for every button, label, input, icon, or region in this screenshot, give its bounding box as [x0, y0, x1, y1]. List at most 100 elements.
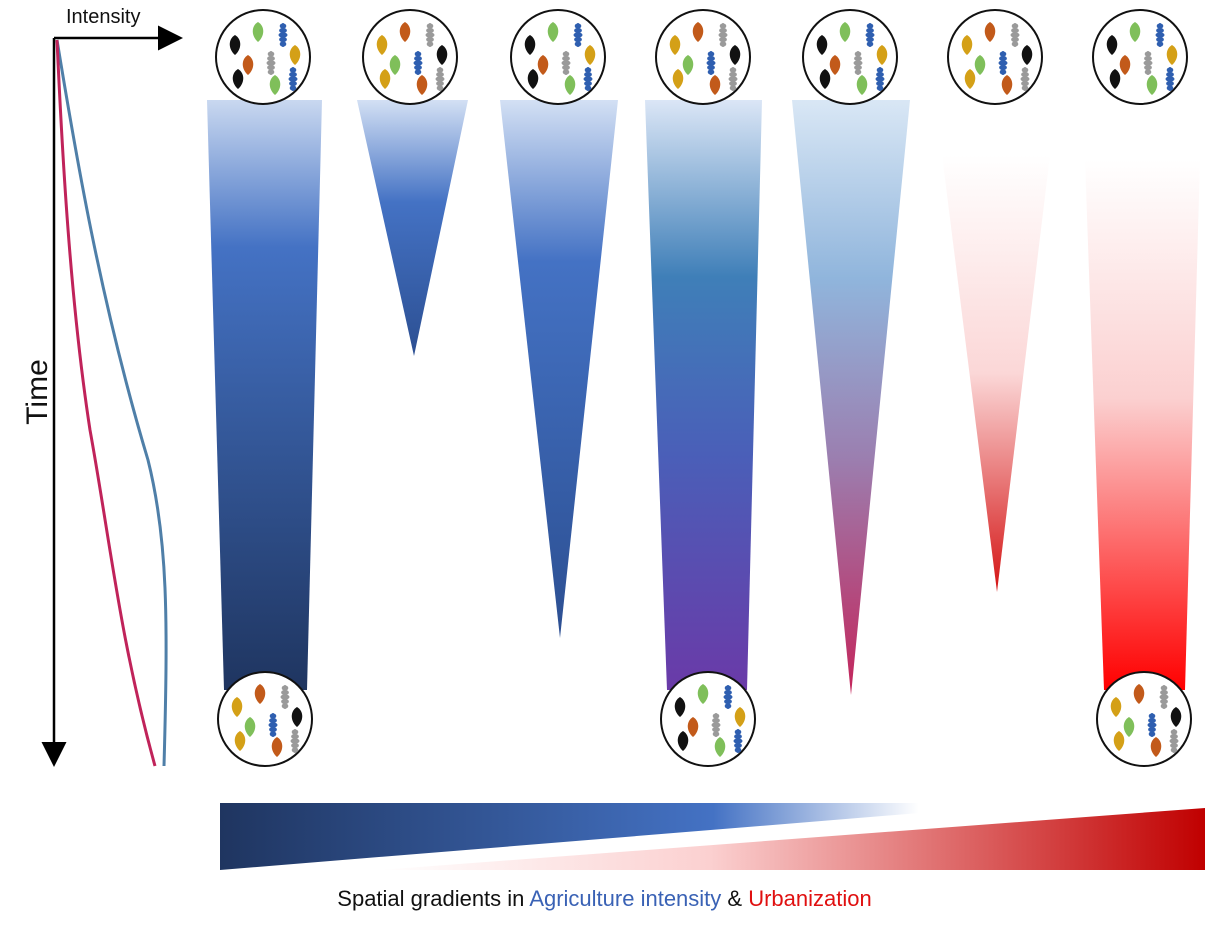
- plant-silhouette-icon: [669, 35, 681, 55]
- plant-silhouette-icon: [436, 45, 448, 65]
- plant-silhouette-icon: [242, 55, 254, 75]
- plant-community-icon: [362, 9, 458, 105]
- plant-spike-icon: [718, 23, 728, 47]
- plant-spike-icon: [733, 729, 743, 753]
- plant-silhouette-icon: [672, 69, 684, 89]
- trajectory-wedge-7: [1085, 160, 1200, 690]
- caption-prefix: Spatial gradients in: [337, 886, 530, 911]
- plant-silhouette-icon: [1129, 22, 1141, 42]
- plant-silhouette-icon: [289, 45, 301, 65]
- plant-silhouette-icon: [537, 55, 549, 75]
- trajectory-wedge-6: [942, 155, 1050, 592]
- plant-silhouette-icon: [1150, 737, 1162, 757]
- plant-silhouette-icon: [271, 737, 283, 757]
- plant-community-icon: [510, 9, 606, 105]
- plant-spike-icon: [1155, 23, 1165, 47]
- plant-silhouette-icon: [1123, 717, 1135, 737]
- plant-spike-icon: [573, 23, 583, 47]
- plant-silhouette-icon: [547, 22, 559, 42]
- plant-silhouette-icon: [584, 45, 596, 65]
- plant-silhouette-icon: [269, 75, 281, 95]
- plant-spike-icon: [1165, 67, 1175, 91]
- trajectory-wedge-2: [357, 100, 468, 356]
- y-axis-label: Time: [21, 359, 54, 425]
- plant-spike-icon: [865, 23, 875, 47]
- plant-silhouette-icon: [399, 22, 411, 42]
- plant-spike-icon: [711, 713, 721, 737]
- plant-community-icon: [1096, 671, 1192, 767]
- plant-silhouette-icon: [254, 684, 266, 704]
- plant-silhouette-icon: [984, 22, 996, 42]
- plant-spike-icon: [266, 51, 276, 75]
- agriculture-trajectory-curve: [55, 39, 168, 767]
- plant-silhouette-icon: [1146, 75, 1158, 95]
- plant-spike-icon: [875, 67, 885, 91]
- urbanization-gradient-bar: [380, 808, 1205, 870]
- plant-silhouette-icon: [697, 684, 709, 704]
- plant-silhouette-icon: [682, 55, 694, 75]
- plant-spike-icon: [583, 67, 593, 91]
- plant-community-icon: [947, 9, 1043, 105]
- plant-silhouette-icon: [389, 55, 401, 75]
- plant-silhouette-icon: [232, 69, 244, 89]
- caption-agriculture: Agriculture intensity: [529, 886, 722, 911]
- trajectory-wedge-1: [207, 100, 322, 690]
- plant-spike-icon: [561, 51, 571, 75]
- plant-spike-icon: [268, 713, 278, 737]
- plant-silhouette-icon: [677, 731, 689, 751]
- plant-silhouette-icon: [692, 22, 704, 42]
- plant-silhouette-icon: [524, 35, 536, 55]
- plant-silhouette-icon: [819, 69, 831, 89]
- plant-spike-icon: [853, 51, 863, 75]
- plant-community-icon: [655, 9, 751, 105]
- plant-spike-icon: [1169, 729, 1179, 753]
- trajectory-wedge-3: [500, 100, 618, 638]
- plant-spike-icon: [290, 729, 300, 753]
- plant-silhouette-icon: [291, 707, 303, 727]
- plant-spike-icon: [998, 51, 1008, 75]
- plant-silhouette-icon: [379, 69, 391, 89]
- plant-community-icon: [215, 9, 311, 105]
- plant-silhouette-icon: [1166, 45, 1178, 65]
- plant-silhouette-icon: [1133, 684, 1145, 704]
- urbanization-trajectory-curve: [55, 39, 157, 767]
- plant-silhouette-icon: [734, 707, 746, 727]
- plant-spike-icon: [706, 51, 716, 75]
- caption-joiner: &: [721, 886, 749, 911]
- plant-community-icon: [660, 671, 756, 767]
- plant-spike-icon: [1143, 51, 1153, 75]
- plant-silhouette-icon: [687, 717, 699, 737]
- plant-spike-icon: [435, 67, 445, 91]
- plant-spike-icon: [1147, 713, 1157, 737]
- plant-silhouette-icon: [416, 75, 428, 95]
- plant-silhouette-icon: [1119, 55, 1131, 75]
- plant-spike-icon: [1020, 67, 1030, 91]
- plant-spike-icon: [425, 23, 435, 47]
- agriculture-gradient-bar: [220, 803, 1042, 870]
- plant-community-icon: [217, 671, 313, 767]
- plant-silhouette-icon: [856, 75, 868, 95]
- plant-silhouette-icon: [964, 69, 976, 89]
- plant-silhouette-icon: [674, 697, 686, 717]
- plant-community-icon: [1092, 9, 1188, 105]
- plant-silhouette-icon: [1001, 75, 1013, 95]
- plant-silhouette-icon: [839, 22, 851, 42]
- caption-urbanization: Urbanization: [748, 886, 872, 911]
- caption: Spatial gradients in Agriculture intensi…: [0, 886, 1209, 912]
- plant-silhouette-icon: [527, 69, 539, 89]
- plant-silhouette-icon: [816, 35, 828, 55]
- plant-silhouette-icon: [234, 731, 246, 751]
- x-axis-label: Intensity: [66, 6, 141, 28]
- trajectory-wedge-5: [792, 100, 910, 695]
- plant-silhouette-icon: [376, 35, 388, 55]
- plant-silhouette-icon: [1021, 45, 1033, 65]
- plant-silhouette-icon: [829, 55, 841, 75]
- plant-silhouette-icon: [1170, 707, 1182, 727]
- plant-spike-icon: [288, 67, 298, 91]
- plant-silhouette-icon: [974, 55, 986, 75]
- plant-silhouette-icon: [229, 35, 241, 55]
- plant-silhouette-icon: [1113, 731, 1125, 751]
- plant-spike-icon: [1010, 23, 1020, 47]
